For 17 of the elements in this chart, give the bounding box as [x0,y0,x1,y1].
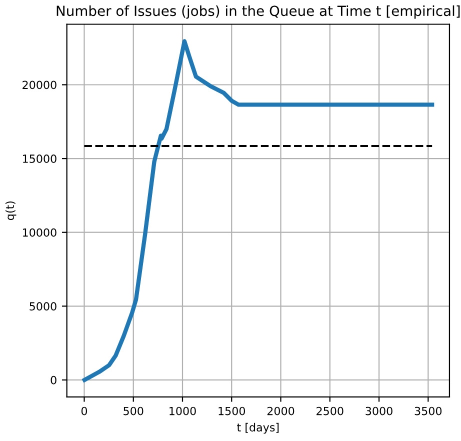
line-series [82,39,434,382]
x-tick-label: 1500 [218,406,246,416]
x-tick-label: 3500 [414,406,442,416]
x-tick-label: 500 [124,406,144,416]
x-tick-label: 3000 [366,406,392,416]
y-axis-title: q(t) [5,201,16,220]
x-tick-label: 2500 [316,406,344,416]
x-tick-label: 2000 [267,406,294,416]
x-tick-label: 1000 [170,406,196,416]
x-tick-label: 0 [81,406,88,416]
y-tick-label: 0 [50,376,56,384]
y-tick-label: 15000 [22,154,56,163]
y-tick-label: 5000 [30,302,56,311]
x-axis-title: t [days] [237,422,279,434]
y-tick-label: 10000 [22,228,56,237]
chart-title: Number of Issues (jobs) in the Queue at Time t [empirical] [56,5,460,19]
y-tick-label: 20000 [22,80,56,90]
